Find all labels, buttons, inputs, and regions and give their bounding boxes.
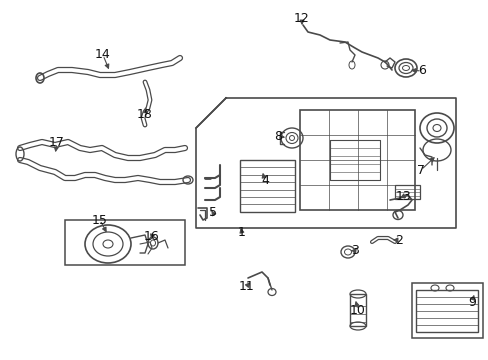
Text: 7: 7 [416,163,424,176]
Text: 2: 2 [394,234,402,247]
Text: 11: 11 [239,279,254,292]
Text: 16: 16 [144,230,160,243]
Text: 18: 18 [137,108,153,122]
Text: 14: 14 [95,49,111,62]
Text: 15: 15 [92,213,108,226]
Bar [394,185,419,199]
Bar [349,294,365,326]
Bar [65,220,184,265]
Text: 1: 1 [238,226,245,239]
Text: 17: 17 [49,136,65,149]
Bar [240,160,294,212]
Text: 9: 9 [467,296,475,309]
Text: 6: 6 [417,64,425,77]
Text: 10: 10 [349,303,365,316]
Bar [415,290,477,332]
Bar [299,110,414,210]
Text: 3: 3 [350,244,358,257]
Bar [411,283,482,338]
Text: 13: 13 [395,189,411,202]
Text: 12: 12 [293,12,309,24]
Text: 5: 5 [208,207,217,220]
Text: 4: 4 [261,175,268,188]
Text: 8: 8 [273,130,282,143]
